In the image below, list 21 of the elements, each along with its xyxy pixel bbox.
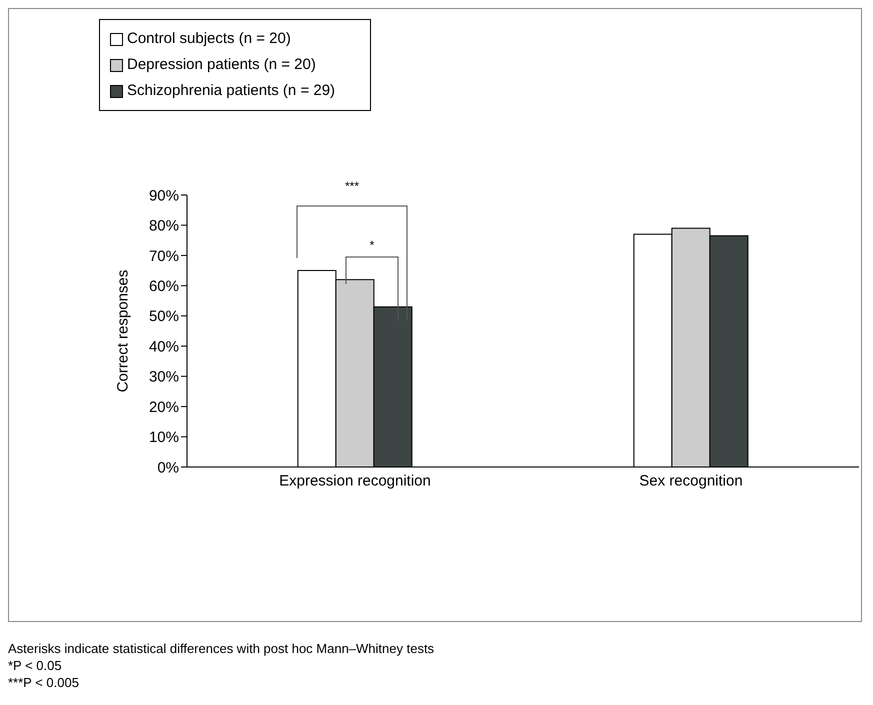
text: *** (344, 179, 360, 193)
y-tick-label: 40% (148, 338, 179, 356)
text: Asterisks indicate statistical differences with post hoc Mann–Whitney tests (8, 640, 434, 657)
y-tick-label: 50% (148, 308, 179, 326)
annotation: * (370, 238, 375, 252)
y-tick-label: 60% (148, 278, 179, 295)
y-tick-label: 20% (148, 398, 179, 416)
legend-label: Schizophrenia patients (n = 29) (127, 81, 336, 101)
text: ***P < 0.005 (8, 674, 80, 691)
x-tick-label: Expression recognition (279, 472, 431, 490)
text: *P < 0.05 (8, 657, 63, 674)
y-tick-label: 30% (148, 368, 179, 386)
y-tick-label: 0% (157, 459, 179, 476)
legend-label: Control subjects (n = 20) (127, 29, 291, 49)
x-tick-label: Sex recognition (639, 472, 743, 490)
y-tick-label: 80% (148, 218, 179, 235)
legend-label: Depression patients (n = 20) (127, 55, 316, 75)
y-tick-label: 10% (148, 429, 179, 446)
y-tick-label: 90% (148, 187, 179, 204)
y-tick-label: 70% (148, 248, 179, 265)
y-axis-title: Correct responses (114, 270, 132, 392)
